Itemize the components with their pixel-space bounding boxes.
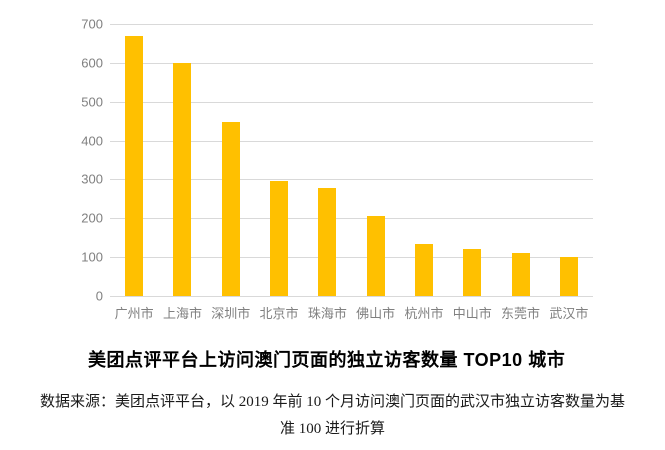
plot-area: [110, 24, 593, 297]
y-tick-label: 700: [81, 16, 103, 32]
x-tick-label: 珠海市: [307, 306, 347, 321]
x-tick-label: 广州市: [114, 306, 154, 321]
gridline: [110, 101, 593, 103]
y-tick-label: 0: [95, 288, 103, 304]
source-line-1: 数据来源：美团点评平台，以 2019 年前 10 个月访问澳门页面的武汉市独立访…: [39, 394, 625, 410]
x-tick-label: 杭州市: [404, 306, 444, 321]
y-tick-label: 100: [81, 249, 103, 265]
y-tick-label: 300: [81, 171, 103, 187]
gridline: [110, 140, 593, 142]
bar-珠海市: [318, 187, 337, 296]
bar-上海市: [173, 62, 192, 296]
bar-杭州市: [414, 244, 433, 296]
chart-title: 美团点评平台上访问澳门页面的独立访客数量 TOP10 城市: [88, 350, 566, 370]
gridline: [110, 218, 593, 220]
x-tick-label: 北京市: [259, 306, 299, 321]
y-tick-label: 500: [81, 94, 103, 110]
y-axis: 0 100 200 300 400 500 600 700: [0, 17, 103, 304]
gridline: [110, 24, 593, 25]
gridline: [110, 179, 593, 181]
bar-佛山市: [366, 216, 385, 296]
bar-北京市: [270, 180, 289, 296]
gridline: [110, 257, 593, 259]
gridline: [110, 62, 593, 64]
x-tick-label: 深圳市: [211, 306, 251, 321]
source-note: 数据来源：美团点评平台，以 2019 年前 10 个月访问澳门页面的武汉市独立访…: [0, 389, 665, 443]
x-tick-label: 武汉市: [549, 306, 589, 321]
bar-深圳市: [221, 121, 240, 296]
bar-中山市: [463, 249, 482, 296]
x-axis-labels: 广州市 上海市 深圳市 北京市 珠海市 佛山市 杭州市 中山市 东莞市 武汉市: [110, 303, 593, 321]
source-line-2: 准 100 进行折算: [279, 421, 385, 437]
bar-武汉市: [559, 257, 578, 296]
y-tick-label: 600: [81, 55, 103, 71]
bar-广州市: [125, 35, 144, 296]
gridline: [110, 296, 593, 297]
x-tick-label: 佛山市: [356, 306, 396, 321]
x-tick-label: 东莞市: [501, 306, 541, 321]
x-tick-label: 中山市: [452, 306, 492, 321]
bar-东莞市: [511, 253, 530, 296]
y-tick-label: 200: [81, 210, 103, 226]
y-tick-label: 400: [81, 133, 103, 149]
x-tick-label: 上海市: [162, 306, 202, 321]
